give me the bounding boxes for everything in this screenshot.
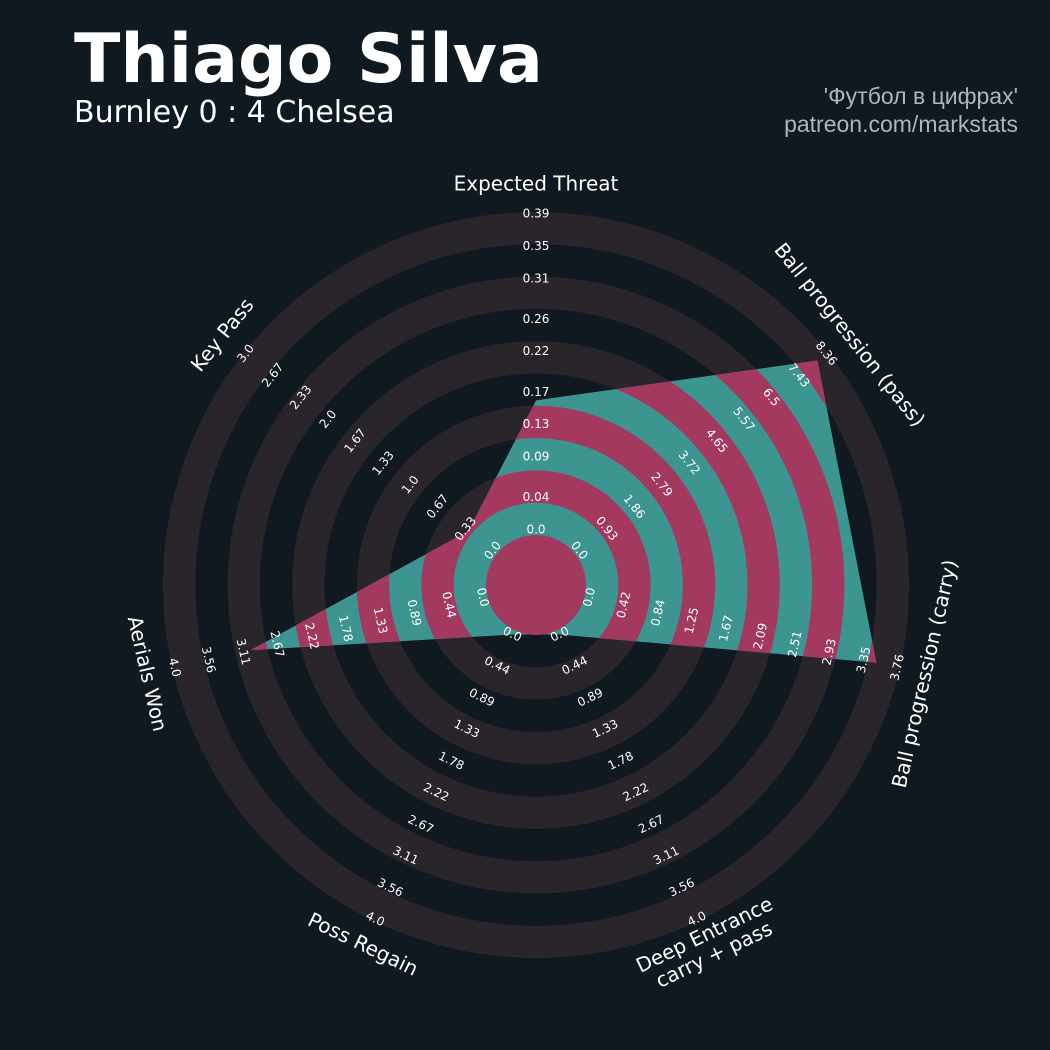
tick-label: 0.39 — [523, 207, 550, 221]
tick-label: 0.0 — [526, 523, 545, 537]
tick-label: 2.67 — [267, 629, 287, 658]
chart-subtitle: Burnley 0 : 4 Chelsea — [74, 95, 395, 130]
tick-label: 3.56 — [199, 645, 219, 674]
tick-label: 0.44 — [439, 590, 459, 619]
tick-label: 0.42 — [614, 590, 634, 619]
tick-label: 0.17 — [523, 385, 550, 399]
ring — [162, 211, 910, 959]
tick-label: 1.78 — [336, 614, 356, 643]
tick-label: 0.04 — [523, 490, 550, 504]
tick-label: 3.11 — [234, 637, 254, 666]
credit: patreon.com/markstats — [784, 111, 1018, 137]
tick-label: 1.33 — [371, 606, 391, 635]
tick-label: 0.35 — [523, 239, 550, 253]
tick-label: 0.84 — [648, 598, 668, 627]
center-circle — [486, 535, 586, 635]
chart-title: Thiago Silva — [74, 20, 543, 99]
ring-highlight — [356, 405, 716, 663]
tick-label: 1.67 — [716, 614, 736, 643]
param-label: Expected Threat — [454, 172, 619, 196]
tick-label: 0.89 — [405, 598, 425, 627]
ring-highlight — [250, 360, 845, 663]
tick-label: 0.13 — [523, 417, 550, 431]
tick-label: 2.22 — [302, 622, 322, 651]
tick-label: 3.76 — [887, 653, 907, 682]
tick-label: 2.51 — [785, 629, 805, 658]
tick-label: 0.09 — [523, 450, 550, 464]
ring-highlight — [421, 470, 651, 663]
tick-label: 0.0 — [580, 586, 598, 608]
tick-label: 2.93 — [819, 637, 839, 666]
tick-label: 0.0 — [474, 586, 492, 608]
tick-label: 3.35 — [854, 645, 874, 674]
credit: 'Футбол в цифрах' — [824, 83, 1018, 109]
tick-label: 0.26 — [523, 312, 550, 326]
tick-label: 4.0 — [166, 657, 184, 679]
tick-label: 1.25 — [682, 606, 702, 635]
tick-label: 2.09 — [751, 622, 771, 651]
tick-label: 0.31 — [523, 271, 550, 285]
tick-label: 0.22 — [523, 344, 550, 358]
